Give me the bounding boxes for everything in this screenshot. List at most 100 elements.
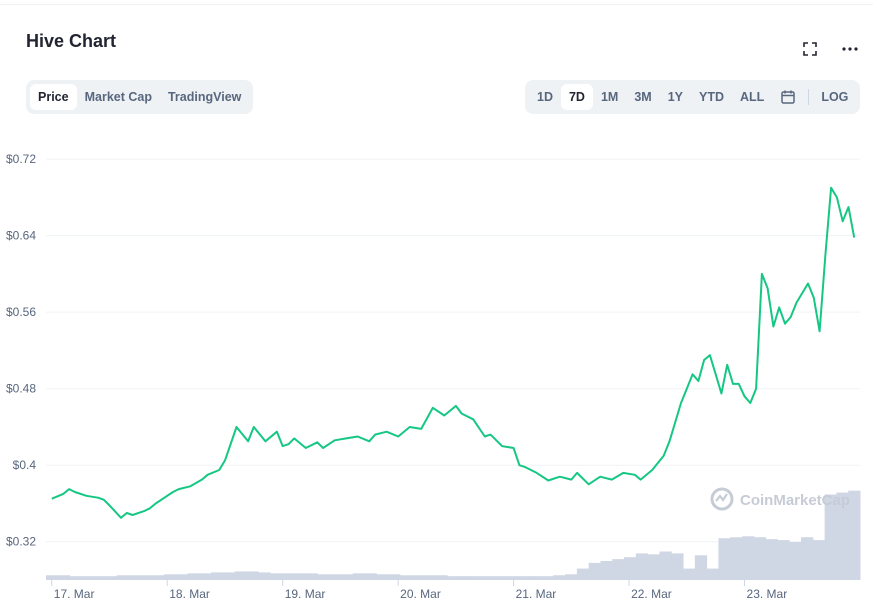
volume-bar [329, 574, 342, 580]
volume-bar [812, 540, 826, 580]
volume-bar [529, 576, 542, 580]
volume-bar [458, 576, 472, 580]
range-7d[interactable]: 7D [560, 84, 593, 110]
volume-bar [258, 572, 271, 580]
view-toggle: Price Market Cap TradingView [26, 80, 254, 114]
volume-bar [270, 573, 283, 580]
x-tick-label: 21. Mar [516, 587, 557, 601]
x-tick-label: 17. Mar [54, 587, 95, 601]
volume-bar [305, 573, 318, 580]
tab-market-cap[interactable]: Market Cap [84, 90, 152, 104]
volume-bar [364, 573, 377, 580]
volume-bar [81, 576, 94, 580]
range-all[interactable]: ALL [740, 90, 765, 104]
range-1d[interactable]: 1D [537, 90, 553, 104]
range-1y[interactable]: 1Y [667, 90, 684, 104]
y-tick-label: $0.4 [13, 458, 37, 472]
x-tick-label: 22. Mar [631, 587, 672, 601]
volume-bar [482, 576, 495, 580]
volume-bar [753, 537, 767, 580]
y-tick-label: $0.48 [6, 382, 36, 396]
volume-bar [541, 576, 554, 580]
y-tick-label: $0.32 [6, 535, 36, 549]
volume-bar [435, 575, 448, 580]
volume-bar [222, 572, 236, 580]
volume-bars [46, 490, 861, 580]
volume-bar [163, 574, 177, 580]
volume-bar [494, 576, 507, 580]
price-line [51, 186, 856, 519]
volume-bar [777, 540, 790, 580]
volume-bar [411, 575, 425, 580]
price-chart: $0.32 $0.4 $0.48 $0.56 $0.64 $0.72 17. Mar 18.… [6, 152, 861, 601]
volume-bar [128, 575, 141, 580]
volume-bar [553, 575, 566, 580]
range-toggle: 1D 7D 1M 3M 1Y YTD ALL LOG [525, 80, 861, 114]
volume-bar [352, 573, 366, 580]
volume-bar [730, 537, 743, 580]
volume-bar [116, 575, 130, 580]
volume-bar [683, 568, 696, 580]
volume-bar [612, 559, 625, 580]
volume-bar [517, 576, 531, 580]
fullscreen-icon[interactable] [799, 38, 821, 60]
volume-bar [718, 538, 731, 580]
volume-bar [565, 574, 578, 580]
volume-bar [199, 573, 212, 580]
tab-tradingview[interactable]: TradingView [167, 90, 242, 104]
volume-bar [388, 574, 401, 580]
volume-bar [69, 576, 82, 580]
range-divider [808, 89, 810, 105]
range-3m[interactable]: 3M [634, 90, 652, 104]
volume-bar [104, 576, 118, 580]
volume-bar [801, 537, 814, 580]
volume-bar [293, 573, 307, 580]
volume-bar [470, 576, 483, 580]
volume-bar [742, 536, 755, 580]
volume-bar [152, 575, 165, 580]
volume-bar [447, 576, 460, 580]
volume-bar [317, 574, 330, 580]
volume-bar [399, 575, 413, 580]
volume-bar [635, 553, 649, 580]
x-axis-labels: 17. Mar 18. Mar 19. Mar 20. Mar 21. Mar 22. M… [54, 587, 787, 601]
volume-bar [789, 542, 802, 580]
top-divider [0, 4, 873, 5]
volume-bar [175, 574, 189, 580]
coinmarketcap-logo-icon [710, 487, 734, 511]
volume-bar [694, 555, 708, 580]
volume-bar [647, 554, 660, 580]
volume-bar [246, 571, 259, 580]
y-tick-label: $0.64 [6, 229, 36, 243]
volume-bar [659, 551, 672, 580]
volume-bar [600, 561, 613, 580]
y-axis-labels: $0.32 $0.4 $0.48 $0.56 $0.64 $0.72 [6, 152, 36, 549]
x-axis-ticks [51, 580, 746, 586]
calendar-icon[interactable] [772, 84, 804, 110]
chart-title: Hive Chart [26, 31, 117, 51]
volume-bar [671, 553, 684, 580]
volume-bar [46, 575, 59, 580]
y-tick-label: $0.72 [6, 152, 36, 166]
volume-bar [57, 575, 71, 580]
watermark-text: CoinMarketCap [740, 492, 850, 509]
volume-bar [93, 576, 106, 580]
volume-bar [187, 573, 200, 580]
range-ytd[interactable]: YTD [699, 90, 725, 104]
volume-bar [576, 568, 590, 580]
volume-bar [340, 574, 354, 580]
log-toggle[interactable]: LOG [821, 90, 849, 104]
volume-bar [706, 568, 719, 580]
range-1m[interactable]: 1M [600, 90, 619, 104]
volume-bar [234, 571, 248, 580]
volume-bar [140, 575, 153, 580]
more-horizontal-icon[interactable] [839, 38, 861, 60]
x-tick-label: 18. Mar [169, 587, 210, 601]
grid-lines [46, 158, 860, 543]
x-tick-label: 19. Mar [285, 587, 326, 601]
tab-price[interactable]: Price [30, 84, 77, 110]
volume-bar [848, 490, 861, 580]
x-tick-label: 23. Mar [747, 587, 788, 601]
volume-bar [588, 562, 601, 580]
volume-bar [624, 557, 637, 580]
